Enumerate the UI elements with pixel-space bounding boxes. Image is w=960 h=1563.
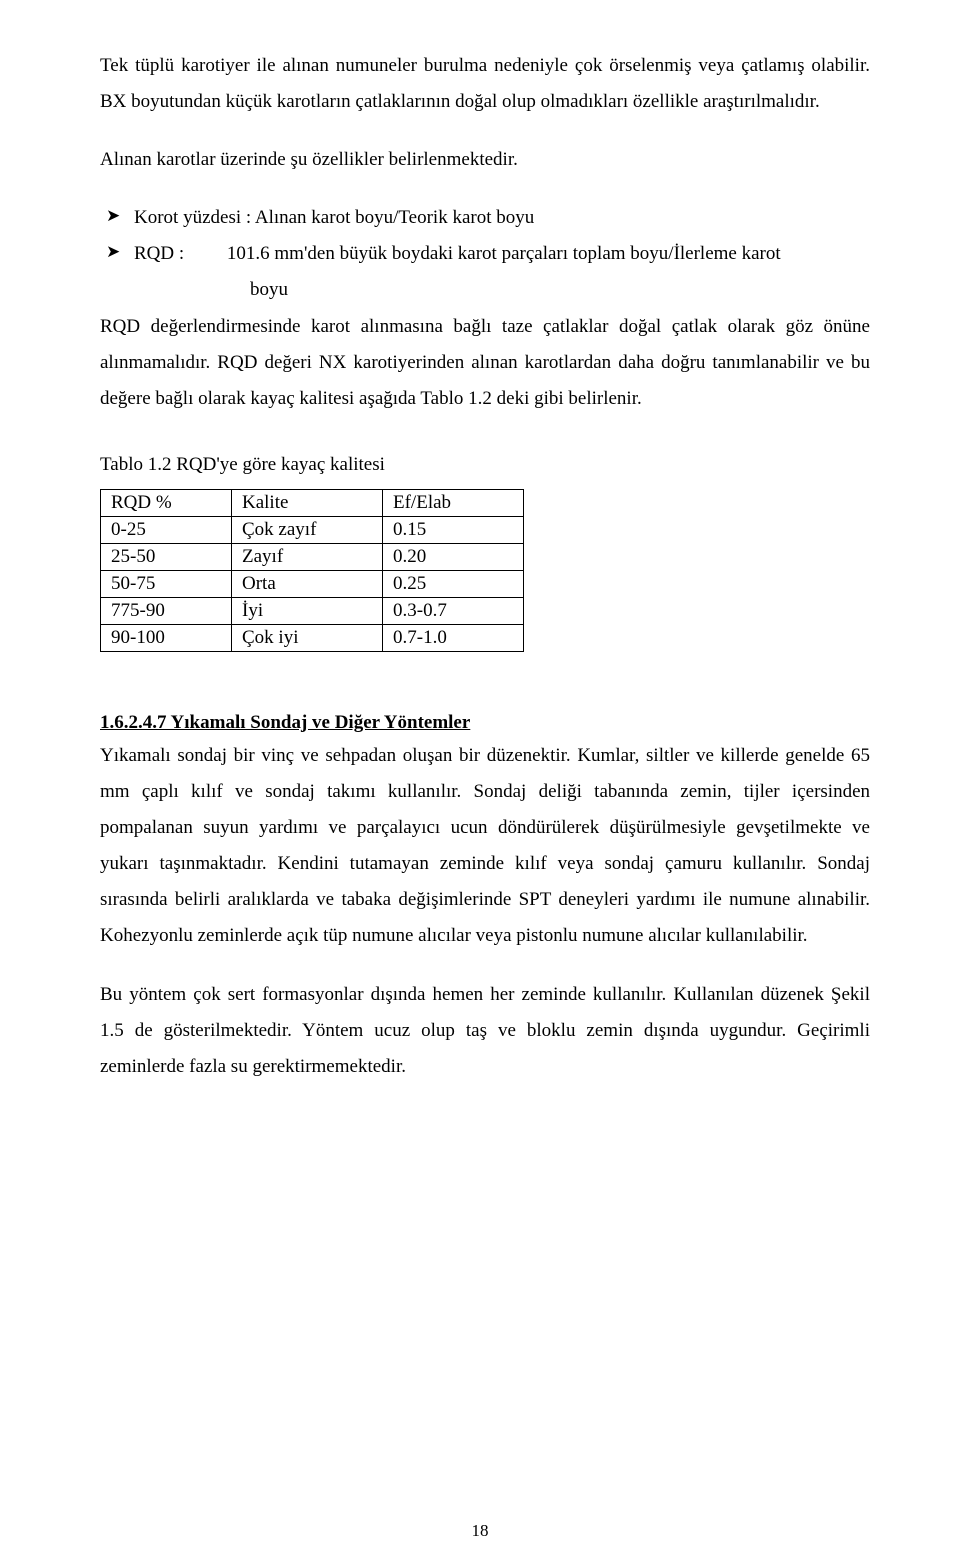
table-row: 775-90 İyi 0.3-0.7 — [101, 597, 524, 624]
bullet-item-2: RQD : 101.6 mm'den büyük boydaki karot p… — [100, 236, 870, 308]
table-cell: 0.25 — [383, 570, 524, 597]
paragraph-4: Yıkamalı sondaj bir vinç ve sehpadan olu… — [100, 738, 870, 955]
table-row: RQD % Kalite Ef/Elab — [101, 489, 524, 516]
table-cell: 0.15 — [383, 516, 524, 543]
table-header-cell: Kalite — [232, 489, 383, 516]
paragraph-5: Bu yöntem çok sert formasyonlar dışında … — [100, 977, 870, 1085]
table-row: 25-50 Zayıf 0.20 — [101, 543, 524, 570]
paragraph-3: RQD değerlendirmesinde karot alınmasına … — [100, 309, 870, 417]
bullet-item-1: Korot yüzdesi : Alınan karot boyu/Teorik… — [100, 200, 870, 236]
rqd-label: RQD : — [134, 243, 184, 264]
rqd-table: RQD % Kalite Ef/Elab 0-25 Çok zayıf 0.15… — [100, 489, 524, 652]
table-row: 0-25 Çok zayıf 0.15 — [101, 516, 524, 543]
rqd-value: 101.6 mm'den büyük boydaki karot parçala… — [227, 243, 781, 264]
paragraph-2: Alınan karotlar üzerinde şu özellikler b… — [100, 142, 870, 178]
table-cell: Orta — [232, 570, 383, 597]
table-cell: 0.3-0.7 — [383, 597, 524, 624]
table-row: 90-100 Çok iyi 0.7-1.0 — [101, 624, 524, 651]
table-cell: 0.7-1.0 — [383, 624, 524, 651]
table-cell: İyi — [232, 597, 383, 624]
table-cell: Çok zayıf — [232, 516, 383, 543]
section-heading: 1.6.2.4.7 Yıkamalı Sondaj ve Diğer Yönte… — [100, 712, 870, 734]
table-cell: Zayıf — [232, 543, 383, 570]
table-cell: 90-100 — [101, 624, 232, 651]
table-cell: Çok iyi — [232, 624, 383, 651]
table-header-cell: Ef/Elab — [383, 489, 524, 516]
paragraph-1: Tek tüplü karotiyer ile alınan numuneler… — [100, 48, 870, 120]
bullet-list: Korot yüzdesi : Alınan karot boyu/Teorik… — [100, 200, 870, 308]
table-header-cell: RQD % — [101, 489, 232, 516]
page-number: 18 — [0, 1521, 960, 1541]
table-cell: 0-25 — [101, 516, 232, 543]
table-cell: 50-75 — [101, 570, 232, 597]
table-row: 50-75 Orta 0.25 — [101, 570, 524, 597]
table-cell: 0.20 — [383, 543, 524, 570]
table-cell: 25-50 — [101, 543, 232, 570]
table-caption: Tablo 1.2 RQD'ye göre kayaç kalitesi — [100, 447, 870, 483]
rqd-value-line2: boyu — [134, 272, 870, 308]
table-cell: 775-90 — [101, 597, 232, 624]
